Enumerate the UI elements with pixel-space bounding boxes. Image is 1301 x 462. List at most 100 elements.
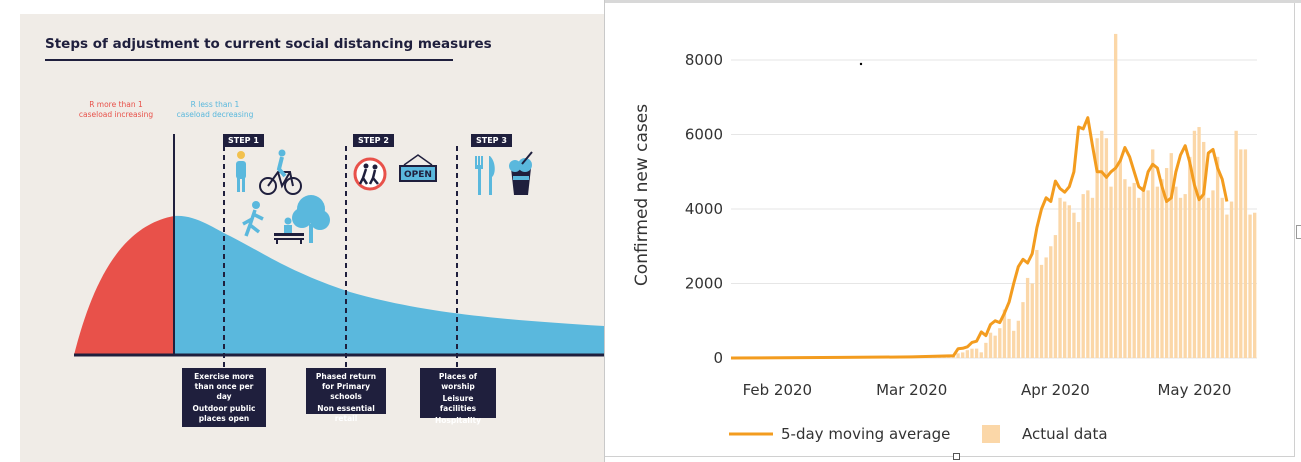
y-axis-ticks: 0 2000 4000 6000 8000 xyxy=(685,51,723,367)
right-edge-tab xyxy=(1296,225,1301,239)
bar xyxy=(1234,130,1238,358)
shop-sign-hanger-icon xyxy=(403,154,433,166)
bar xyxy=(1146,190,1150,358)
phase-decreasing-line-1: R less than 1 xyxy=(190,100,240,109)
decreasing-area xyxy=(174,215,604,355)
bar xyxy=(1192,130,1197,358)
step-2-measure-1: Phased return for Primary schools xyxy=(315,372,377,401)
increasing-area xyxy=(74,216,174,355)
step-3-measure-2: Leisure facilities xyxy=(439,394,477,413)
bar xyxy=(1127,186,1132,358)
grid-lines xyxy=(731,59,1257,359)
step-1-measures: Exercise more than once per day Outdoor … xyxy=(182,368,266,427)
y-tick-label: 2000 xyxy=(685,275,723,293)
bar xyxy=(1211,190,1215,358)
bar xyxy=(965,350,970,358)
x-tick-label: Mar 2020 xyxy=(876,381,947,399)
bar xyxy=(1141,186,1146,358)
bar xyxy=(1178,197,1183,358)
infographic-drawing xyxy=(74,134,604,370)
bar xyxy=(1072,212,1076,358)
bar xyxy=(1243,149,1248,358)
bar xyxy=(1137,197,1141,358)
park-bench-tree-icon xyxy=(274,195,330,244)
step-2-tag: STEP 2 xyxy=(353,134,394,147)
bar xyxy=(1123,179,1127,358)
bar xyxy=(1095,138,1099,358)
infographic-title: Steps of adjustment to current social di… xyxy=(45,36,492,52)
step-2-measures: Phased return for Primary schools Non es… xyxy=(306,368,386,423)
bar xyxy=(1215,156,1220,358)
bar xyxy=(1076,222,1081,358)
bar xyxy=(1016,320,1020,358)
bar xyxy=(1229,201,1234,358)
resize-handle[interactable] xyxy=(953,453,960,460)
bar xyxy=(1081,194,1085,358)
bar xyxy=(993,335,997,358)
phase-increasing-line-2: caseload increasing xyxy=(78,109,154,119)
bar xyxy=(1053,235,1058,358)
phase-decreasing-line-2: caseload decreasing xyxy=(176,109,254,119)
step-3-tag: STEP 3 xyxy=(471,134,512,147)
bar xyxy=(1012,330,1016,358)
bar xyxy=(961,352,965,358)
bar xyxy=(1025,277,1030,358)
bar xyxy=(1021,302,1025,358)
bar xyxy=(1253,212,1257,358)
drink-cup-icon xyxy=(509,151,533,195)
bar xyxy=(1151,149,1155,358)
bar xyxy=(1202,141,1206,358)
phase-decreasing-label: R less than 1 caseload decreasing xyxy=(175,100,255,119)
bar xyxy=(1100,130,1104,358)
step-1-measure-1: Exercise more than once per day xyxy=(194,372,254,401)
bar xyxy=(1206,197,1211,358)
step-3-measure-3: Hospitality xyxy=(434,416,482,425)
fork-knife-icon xyxy=(475,156,495,195)
step-3-measures: Places of worship Leisure facilities Hos… xyxy=(420,368,496,425)
bar xyxy=(1044,257,1048,358)
bar xyxy=(1183,194,1187,358)
bar xyxy=(1155,186,1160,358)
bar xyxy=(1248,214,1252,358)
bar xyxy=(1169,153,1173,358)
step-1-measure-2: Outdoor public places open xyxy=(192,404,256,423)
bar xyxy=(1090,197,1095,358)
person-standing-icon xyxy=(236,151,246,192)
chart-panel: 0 2000 4000 6000 8000 Feb 2020 Mar 2020 Apr 20… xyxy=(604,0,1301,462)
school-sign-icon xyxy=(353,157,387,191)
y-tick-label: 4000 xyxy=(685,200,723,218)
bar xyxy=(1109,186,1113,358)
phase-increasing-label: R more than 1 caseload increasing xyxy=(76,100,156,119)
open-sign: OPEN xyxy=(399,165,437,182)
y-tick-label: 8000 xyxy=(685,51,723,69)
step-1-tag: STEP 1 xyxy=(223,134,264,147)
line-moving-average xyxy=(730,116,1229,360)
bar xyxy=(1225,214,1229,358)
top-toolbar-strip xyxy=(605,0,1301,3)
step-3-measure-1: Places of worship xyxy=(438,372,478,391)
bar xyxy=(1007,318,1011,358)
bar xyxy=(1039,264,1044,358)
bar xyxy=(1197,127,1201,358)
bar xyxy=(1063,201,1067,358)
x-tick-label: May 2020 xyxy=(1157,381,1231,399)
stray-dot xyxy=(859,62,863,66)
bar xyxy=(1118,160,1122,358)
bar xyxy=(1132,182,1136,358)
bar xyxy=(1239,149,1243,358)
x-tick-label: Apr 2020 xyxy=(1021,381,1090,399)
bar xyxy=(970,348,974,358)
phase-increasing-line-1: R more than 1 xyxy=(89,100,143,109)
bar xyxy=(974,348,979,358)
title-underline xyxy=(45,59,453,61)
y-tick-label: 6000 xyxy=(685,126,723,144)
bar xyxy=(984,342,988,358)
y-tick-label: 0 xyxy=(713,349,723,367)
bar xyxy=(1067,205,1071,358)
legend-bar-swatch xyxy=(982,425,1000,443)
step-2-measure-2: Non essential retail xyxy=(317,404,375,423)
moving-average-line xyxy=(730,116,1229,360)
bar xyxy=(1174,186,1178,358)
runner-icon xyxy=(242,201,264,237)
y-axis-label: Confirmed new cases xyxy=(632,104,652,286)
